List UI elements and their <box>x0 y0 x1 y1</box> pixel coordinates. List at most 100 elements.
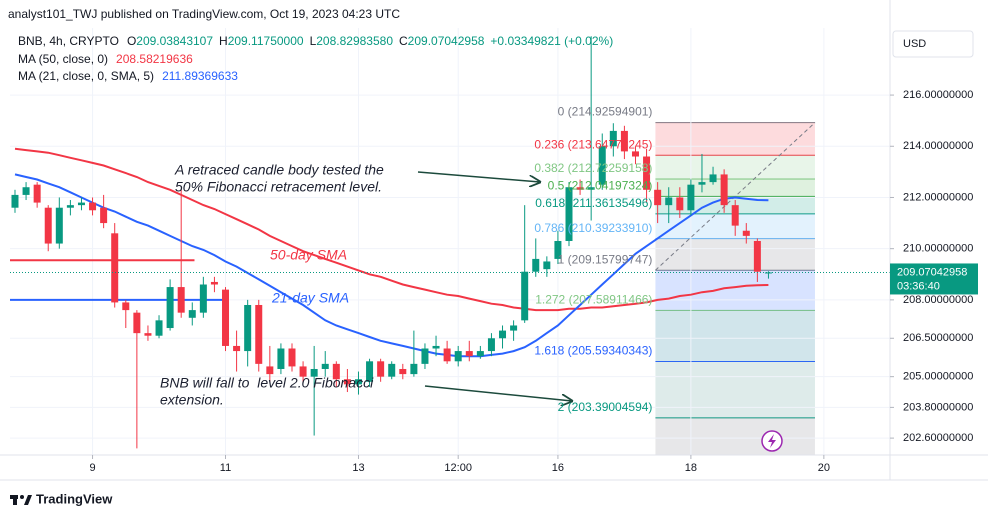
candle-body <box>166 287 174 329</box>
fib-zone <box>655 361 815 418</box>
y-tick-label: 208.00000000 <box>903 294 973 306</box>
x-tick-label: 13 <box>352 462 364 474</box>
candle-body <box>676 197 684 211</box>
publisher: analyst101_TWJ published on TradingView.… <box>8 7 400 21</box>
candle-body <box>89 202 97 211</box>
candle-body <box>177 287 185 313</box>
drawing-label: 50-day SMA <box>270 247 347 263</box>
candle-body <box>144 333 152 336</box>
fib-zone <box>655 122 815 156</box>
change: +0.03349821 (+0.02%) <box>490 34 613 48</box>
ma-line <box>14 173 769 358</box>
y-tick-label: 216.00000000 <box>903 89 973 101</box>
fib-label: 0.786 (210.39233910) <box>534 221 652 235</box>
candle-body <box>377 361 385 377</box>
main-layer <box>10 36 890 449</box>
candle-body <box>510 325 518 331</box>
ma-value: 208.58219636 <box>116 52 193 66</box>
candle-body <box>576 187 584 190</box>
candle-body <box>222 289 230 346</box>
symbol: BNB, 4h, CRYPTO <box>18 34 119 48</box>
candle-body <box>643 156 651 190</box>
ma-value: 211.89369633 <box>162 69 238 83</box>
ma-name: MA (50, close, 0) <box>18 52 108 66</box>
alert-icon[interactable] <box>761 430 783 452</box>
candle-body <box>720 174 728 206</box>
fib-label: 0.618 (211.36135496) <box>535 196 652 210</box>
candle-body <box>764 272 772 274</box>
candle-body <box>543 261 551 270</box>
candle-body <box>288 348 296 367</box>
y-tick-label: 202.60000000 <box>903 432 973 444</box>
legend-ohlc: BNB, 4h, CRYPTO O209.03843107 H209.1175000… <box>18 34 613 48</box>
currency: USD <box>903 38 926 50</box>
candle-body <box>343 379 351 385</box>
candle-body <box>687 184 695 211</box>
candle-body <box>587 187 595 190</box>
candle-body <box>487 338 495 352</box>
candle-body <box>77 202 85 206</box>
fib-label: 1.272 (207.58911466) <box>535 293 652 307</box>
candle-body <box>55 207 63 244</box>
ohlc-value: 209.03843107 <box>136 34 213 48</box>
x-tick-label: 12:00 <box>444 462 472 474</box>
x-tick-label: 11 <box>220 462 231 474</box>
candle-body <box>476 351 484 357</box>
candle-body <box>565 187 573 241</box>
candle-body <box>554 240 562 259</box>
arrow <box>424 385 572 401</box>
candle-body <box>709 174 717 183</box>
candle-body <box>266 366 274 375</box>
fib-zone <box>655 310 815 362</box>
candle-body <box>421 348 429 364</box>
fib-label: 1.618 (205.59340343) <box>534 344 652 358</box>
candle-body <box>22 187 30 195</box>
candle-body <box>332 363 340 380</box>
legend-ma21: MA (21, close, 0, SMA, 5) 211.89369633 <box>18 69 238 83</box>
candle-body <box>66 205 74 208</box>
last-price-label: 209.07042958 <box>897 266 967 278</box>
fib-label: 0 (214.92594901) <box>558 105 653 119</box>
candle-body <box>432 345 440 349</box>
candle-body <box>521 271 529 321</box>
candle-body <box>233 345 241 352</box>
candle-body <box>277 348 285 369</box>
fib-extension-zone <box>655 417 815 455</box>
candle-body <box>620 130 628 152</box>
candle-body <box>598 146 606 185</box>
currency-box[interactable] <box>892 30 974 58</box>
candle-body <box>399 368 407 375</box>
annotation: extension. <box>160 392 224 408</box>
candle-body <box>11 194 19 208</box>
candle-body <box>188 310 196 318</box>
candle-body <box>321 363 329 369</box>
candle-body <box>199 284 207 313</box>
annotation: A retraced candle body tested the <box>174 162 384 178</box>
y-tick-label: 214.00000000 <box>903 140 973 152</box>
fib-label: 1 (209.15799747) <box>558 252 653 266</box>
candle-body <box>443 348 451 362</box>
legend-ma50: MA (50, close, 0) 208.58219636 <box>18 52 193 66</box>
ohlc-key: L <box>310 34 317 48</box>
candle-body <box>454 351 462 362</box>
y-tick-label: 210.00000000 <box>903 243 973 255</box>
candle-body <box>133 312 141 334</box>
fib-label: 0.5 (212.04197324) <box>548 179 653 193</box>
candle-body <box>631 151 639 157</box>
candle-body <box>731 205 739 226</box>
annotation: BNB will fall to level 2.0 Fibonacci <box>160 375 374 391</box>
x-tick-label: 20 <box>818 462 830 474</box>
ohlc-value: 209.11750000 <box>228 34 304 48</box>
ohlc-value: 209.07042958 <box>408 34 485 48</box>
candle-body <box>499 330 507 339</box>
candle-body <box>155 320 163 336</box>
countdown: 03:36:40 <box>897 280 940 292</box>
candle-body <box>388 363 396 377</box>
candle-body <box>366 361 374 382</box>
candle-body <box>609 130 617 147</box>
last-price-tag <box>890 263 978 295</box>
fib-zone <box>655 238 815 271</box>
ma-line <box>14 147 769 312</box>
